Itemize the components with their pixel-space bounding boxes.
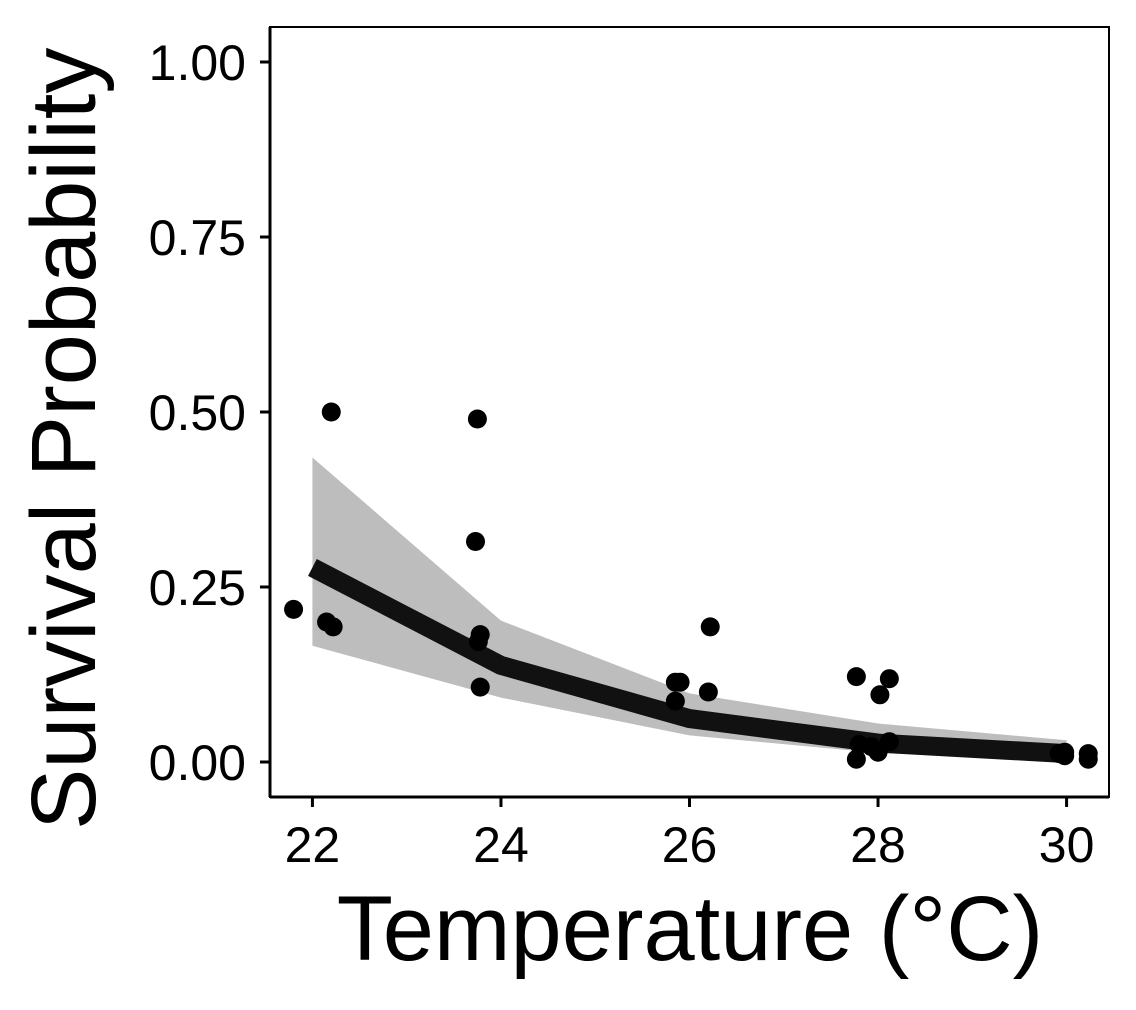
data-point xyxy=(323,617,343,637)
x-tick-label: 24 xyxy=(473,817,529,873)
data-point xyxy=(846,667,866,687)
y-tick-label: 0.00 xyxy=(149,735,246,791)
data-point xyxy=(670,672,690,692)
data-point xyxy=(879,669,899,689)
y-tick-label: 0.25 xyxy=(149,560,246,616)
data-point xyxy=(284,599,304,619)
ci-ribbon-layer xyxy=(312,457,1067,760)
data-point xyxy=(468,632,488,652)
y-tick-label: 0.50 xyxy=(149,385,246,441)
data-point xyxy=(1078,749,1098,769)
data-point xyxy=(466,532,486,551)
y-tick-label: 1.00 xyxy=(149,35,246,91)
data-point xyxy=(321,402,341,422)
x-tick-label: 28 xyxy=(850,817,906,873)
points-layer xyxy=(284,402,1098,769)
x-tick-label: 22 xyxy=(285,817,341,873)
data-point xyxy=(698,682,718,702)
data-point xyxy=(470,677,490,697)
fit-line-layer xyxy=(308,558,1068,764)
axes-layer: 22 24 26 28 30 0.00 0.25 0.50 0.75 1.00 xyxy=(149,26,1110,873)
y-tick-label: 0.75 xyxy=(149,210,246,266)
ci-ribbon xyxy=(312,457,1067,760)
x-axis-title: Temperature (°C) xyxy=(337,878,1044,980)
x-tick-label: 30 xyxy=(1039,817,1095,873)
data-point xyxy=(846,749,866,769)
data-point xyxy=(1055,746,1075,766)
data-point xyxy=(870,685,890,705)
data-point xyxy=(467,409,487,429)
data-point xyxy=(700,617,720,637)
fit-line xyxy=(308,558,1068,764)
x-tick-label: 26 xyxy=(662,817,718,873)
data-point xyxy=(665,691,685,711)
data-point xyxy=(879,732,899,752)
y-axis-title: Survival Probability xyxy=(13,48,115,830)
